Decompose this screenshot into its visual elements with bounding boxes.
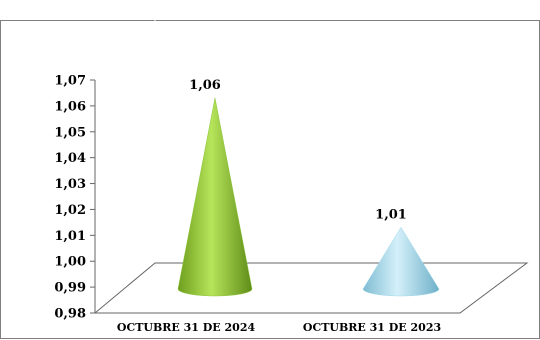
x-category-label: OCTUBRE 31 DE 2023 bbox=[303, 321, 441, 334]
y-tick-label: 1,05 bbox=[54, 125, 86, 140]
y-tick-label: 0,99 bbox=[54, 281, 86, 296]
cone-bar-1 bbox=[177, 97, 253, 297]
y-tick-label: 1,07 bbox=[54, 74, 86, 89]
y-tick-label: 1,02 bbox=[54, 203, 86, 218]
plot-area: 1,06 1,01 bbox=[177, 78, 440, 297]
y-tick-label: 1,03 bbox=[54, 177, 86, 192]
y-axis: 0,98 0,99 1,00 1,01 1,02 1,03 1,04 1,05 1,06 1,07 bbox=[54, 74, 95, 322]
cone-bar-2 bbox=[362, 226, 440, 297]
y-tick-label: 1,01 bbox=[54, 229, 86, 244]
data-label-2: 1,01 bbox=[375, 207, 407, 222]
y-tick-label: 0,98 bbox=[54, 307, 86, 322]
chart-floor bbox=[93, 262, 529, 314]
x-category-label: OCTUBRE 31 DE 2024 bbox=[117, 321, 256, 334]
x-axis: OCTUBRE 31 DE 2024 OCTUBRE 31 DE 2023 bbox=[117, 321, 441, 334]
y-tick-label: 1,00 bbox=[54, 255, 86, 270]
data-label-1: 1,06 bbox=[189, 78, 221, 93]
y-tick-label: 1,04 bbox=[54, 151, 86, 166]
y-tick-label: 1,06 bbox=[54, 99, 86, 114]
